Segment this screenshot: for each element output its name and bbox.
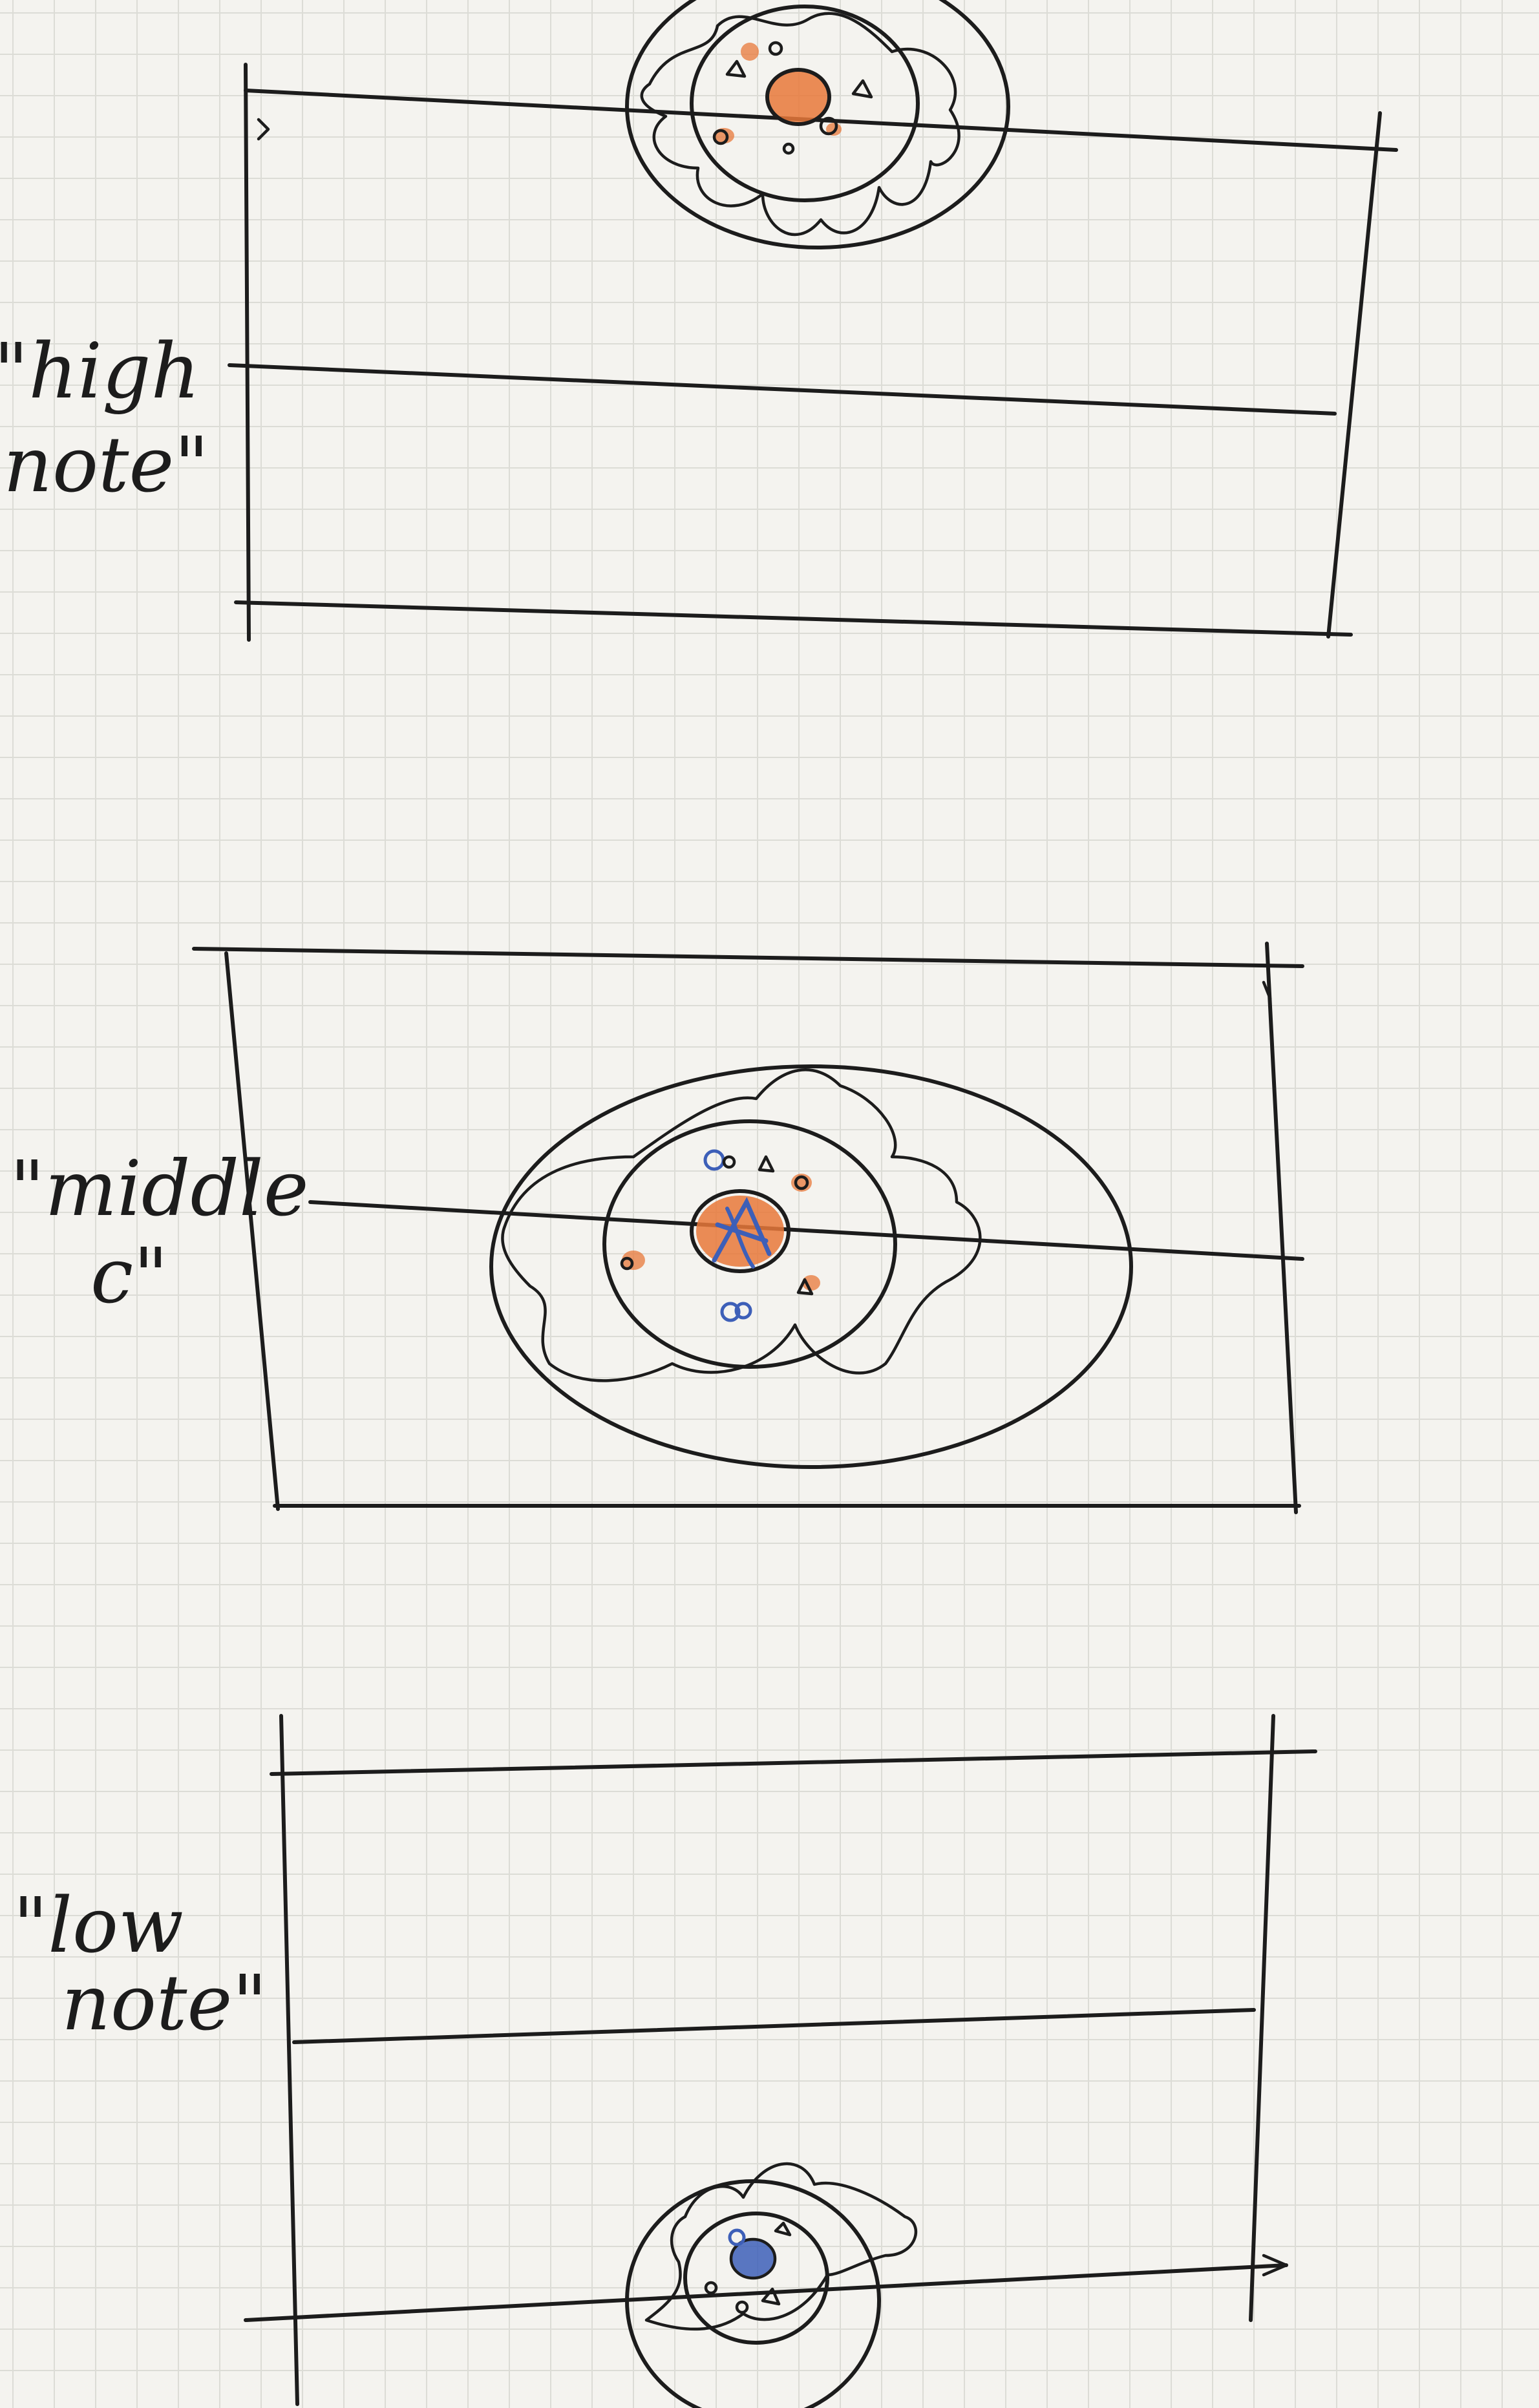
- note-high: [625, 0, 1010, 249]
- label-low-note-line1: "low: [13, 1881, 184, 1970]
- staff-bar-right: [1265, 942, 1298, 1514]
- staff-line-middle: [308, 1200, 1304, 1261]
- staff-line-middle: [292, 2008, 1256, 2044]
- staff-line-top: [270, 1749, 1317, 1776]
- tick-mark: [257, 118, 270, 141]
- staff-line-middle: [228, 363, 1337, 416]
- staff-line-bottom: [244, 2263, 1288, 2322]
- staff-bar-left: [279, 1714, 299, 2406]
- staff-line-top: [244, 89, 1398, 152]
- note-middle-c: [489, 1064, 1133, 1469]
- staff-line-top: [192, 947, 1304, 968]
- note-low: [625, 2162, 917, 2408]
- label-high-note-line1: "high: [0, 326, 200, 416]
- label-middle-c-line1: "middle: [10, 1144, 309, 1233]
- panel-middle-c: "middle c": [10, 942, 1304, 1514]
- staff-bar-left: [244, 63, 251, 642]
- staff-line-bottom: [234, 600, 1353, 637]
- label-high-note-line2: note": [3, 420, 209, 509]
- label-middle-c-line2: c": [90, 1231, 168, 1320]
- staff-bar-right: [1249, 1714, 1275, 2322]
- staff-bar-right: [1326, 111, 1382, 639]
- panel-low-note: "low note": [13, 1714, 1317, 2408]
- panel-high-note: "high note": [0, 0, 1398, 642]
- staff-bar-left: [224, 951, 280, 1511]
- tick-mark: [1262, 2254, 1288, 2277]
- label-low-note-line2: note": [61, 1958, 268, 2047]
- tick-mark: [1262, 980, 1272, 1000]
